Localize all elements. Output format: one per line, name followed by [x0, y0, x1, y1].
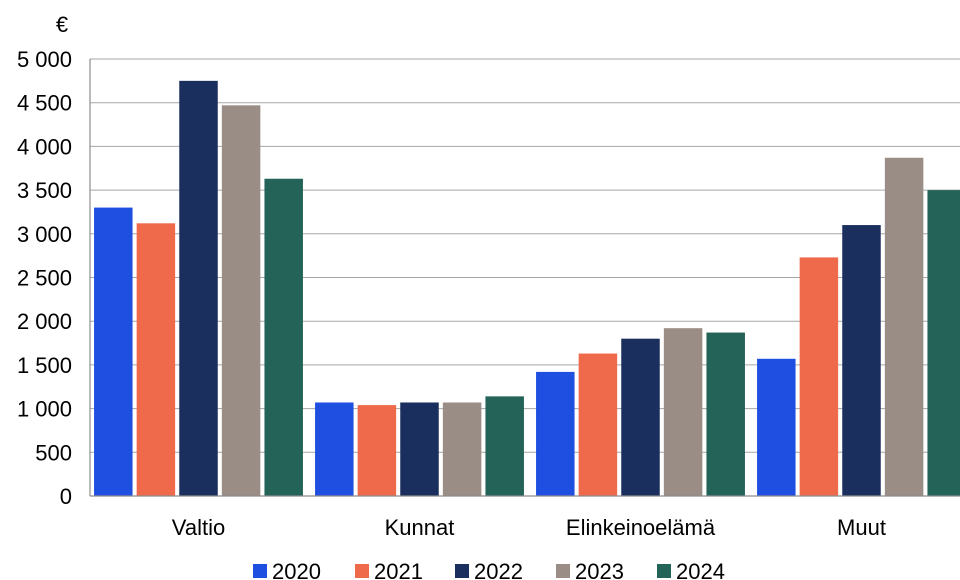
bar-2024-kunnat [485, 396, 524, 496]
legend-label-2023: 2023 [575, 559, 624, 580]
x-category-label: Valtio [172, 515, 225, 540]
bar-2020-kunnat [315, 402, 354, 496]
x-axis-labels: Valtio Kunnat Elinkeinoelämä Muut [172, 515, 886, 540]
bar-2022-kunnat [400, 402, 439, 496]
y-tick-label: 5 000 [17, 47, 72, 72]
bar-2023-kunnat [442, 402, 482, 496]
bar-2021-valtio [136, 223, 176, 496]
legend-label-2024: 2024 [676, 559, 725, 580]
legend-label-2021: 2021 [374, 559, 423, 580]
bar-2022-elinkeinoelämä [621, 338, 660, 496]
y-tick-label: 2 500 [17, 266, 72, 291]
y-tick-label: 3 500 [17, 178, 72, 203]
legend-swatch-2024 [657, 564, 671, 578]
y-tick-label: 1 000 [17, 397, 72, 422]
bar-2021-kunnat [357, 405, 397, 496]
bar-2023-valtio [221, 105, 261, 497]
y-axis-unit: € [56, 12, 68, 37]
bar-2023-muut [884, 157, 924, 496]
bar-2020-valtio [94, 207, 133, 496]
legend-label-2020: 2020 [272, 559, 321, 580]
x-category-label: Elinkeinoelämä [566, 515, 716, 540]
bars [94, 80, 960, 497]
y-axis-ticks: 0 500 1 000 1 500 2 000 2 500 3 000 3 500 4 000 4… [17, 47, 72, 509]
y-tick-label: 4 500 [17, 91, 72, 116]
bar-2021-elinkeinoelämä [578, 353, 618, 496]
y-tick-label: 1 500 [17, 353, 72, 378]
legend-swatch-2021 [355, 564, 369, 578]
legend-label-2022: 2022 [474, 559, 523, 580]
bar-2022-valtio [179, 80, 218, 496]
legend: 2020 2021 2022 2023 2024 [253, 559, 725, 580]
legend-swatch-2020 [253, 564, 267, 578]
x-category-label: Muut [837, 515, 886, 540]
legend-swatch-2023 [556, 564, 570, 578]
y-tick-label: 4 000 [17, 134, 72, 159]
bar-2020-elinkeinoelämä [536, 371, 575, 496]
bar-2024-muut [927, 190, 960, 496]
bar-2024-elinkeinoelämä [706, 332, 745, 496]
bar-2023-elinkeinoelämä [663, 328, 703, 496]
y-tick-label: 500 [35, 440, 72, 465]
y-tick-label: 0 [60, 484, 72, 509]
bar-2024-valtio [264, 178, 303, 496]
x-category-label: Kunnat [385, 515, 455, 540]
legend-swatch-2022 [455, 564, 469, 578]
y-tick-label: 2 000 [17, 309, 72, 334]
bar-2022-muut [842, 225, 881, 496]
y-tick-label: 3 000 [17, 222, 72, 247]
bar-2020-muut [757, 358, 796, 496]
bar-2021-muut [799, 257, 839, 496]
